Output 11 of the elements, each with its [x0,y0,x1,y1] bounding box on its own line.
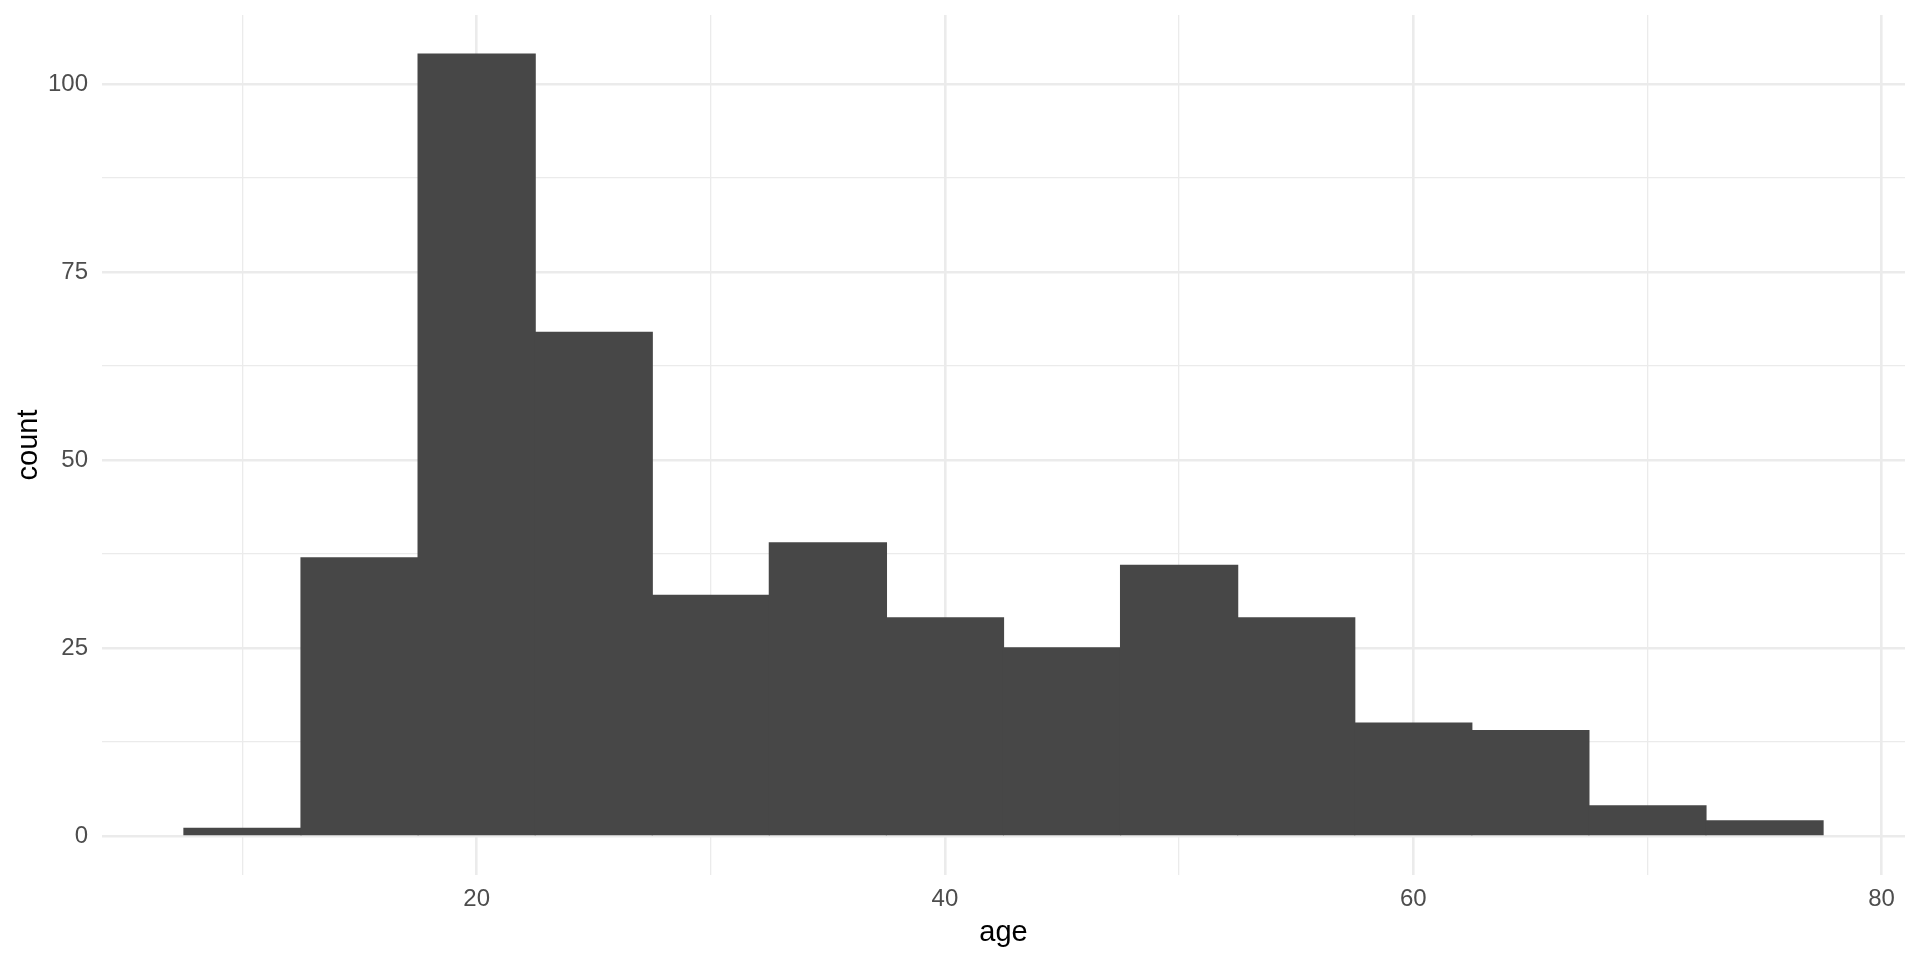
x-tick-label: 20 [463,884,490,912]
y-tick-label: 25 [61,632,88,660]
y-tick-label: 0 [74,820,88,848]
x-tick-label: 40 [931,884,959,912]
x-axis-title: age [979,914,1028,947]
y-tick-label: 50 [61,444,88,472]
x-tick-label: 80 [1868,884,1895,912]
y-axis-title: count [11,409,44,481]
y-tick-label: 75 [61,256,88,284]
y-tick-label: 100 [47,68,88,96]
x-tick-label: 60 [1399,884,1427,912]
